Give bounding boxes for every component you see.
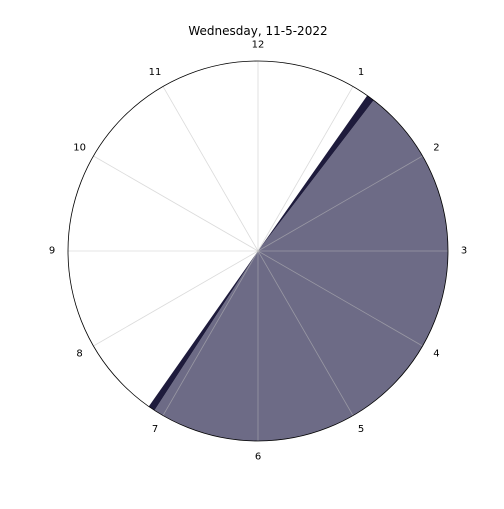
grid-spoke-10 (93, 155, 259, 252)
grid-spoke-1 (257, 86, 354, 252)
hour-label-3: 3 (461, 246, 467, 257)
grid-spoke-2 (257, 155, 423, 252)
hour-label-7: 7 (152, 424, 158, 435)
time-segment-1 (258, 95, 374, 252)
hour-label-10: 10 (73, 143, 86, 154)
hour-label-2: 2 (433, 143, 439, 154)
hour-label-12: 12 (252, 40, 265, 51)
hour-label-11: 11 (149, 67, 162, 78)
time-segment-0 (154, 100, 449, 442)
grid-spoke-4 (257, 250, 423, 347)
chart-title: Wednesday, 11-5-2022 (188, 24, 327, 38)
grid-spoke-5 (257, 250, 354, 416)
hour-label-5: 5 (358, 424, 364, 435)
hour-label-8: 8 (76, 349, 82, 360)
grid-spoke-7 (162, 250, 259, 416)
hour-label-1: 1 (358, 67, 364, 78)
grid-spoke-11 (162, 86, 259, 252)
grid-spoke-8 (93, 250, 259, 347)
hour-label-9: 9 (49, 246, 55, 257)
segments-layer (148, 95, 449, 442)
time-segment-2 (148, 251, 258, 411)
grid-layer (68, 61, 448, 441)
hour-label-4: 4 (433, 349, 439, 360)
hour-label-6: 6 (255, 452, 261, 463)
clock-outline (67, 60, 449, 442)
